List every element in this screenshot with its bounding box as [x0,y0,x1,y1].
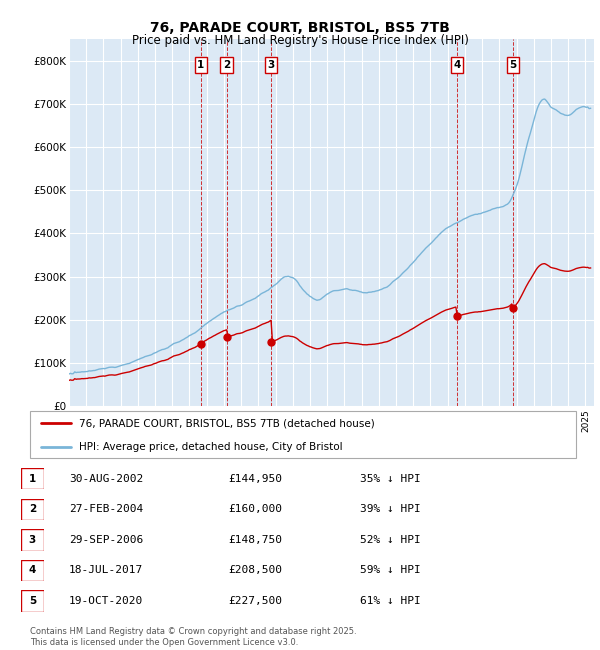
Point [222,332,232,343]
Text: 3: 3 [29,535,36,545]
Text: 61% ↓ HPI: 61% ↓ HPI [360,596,421,606]
Text: £227,500: £227,500 [228,596,282,606]
Point [266,337,276,347]
Text: 52% ↓ HPI: 52% ↓ HPI [360,535,421,545]
Text: £144,950: £144,950 [228,474,282,484]
Text: 4: 4 [29,566,36,575]
Text: 27-FEB-2004: 27-FEB-2004 [69,504,143,514]
Text: 1: 1 [197,60,205,70]
Text: 30-AUG-2002: 30-AUG-2002 [69,474,143,484]
Text: £148,750: £148,750 [228,535,282,545]
Text: Contains HM Land Registry data © Crown copyright and database right 2025.
This d: Contains HM Land Registry data © Crown c… [30,627,356,647]
Text: 5: 5 [509,60,517,70]
FancyBboxPatch shape [21,468,44,489]
Text: HPI: Average price, detached house, City of Bristol: HPI: Average price, detached house, City… [79,441,343,452]
Text: Price paid vs. HM Land Registry's House Price Index (HPI): Price paid vs. HM Land Registry's House … [131,34,469,47]
FancyBboxPatch shape [21,590,44,612]
FancyBboxPatch shape [21,499,44,520]
Text: 39% ↓ HPI: 39% ↓ HPI [360,504,421,514]
Text: 3: 3 [268,60,275,70]
Point [508,303,518,313]
Text: 76, PARADE COURT, BRISTOL, BS5 7TB (detached house): 76, PARADE COURT, BRISTOL, BS5 7TB (deta… [79,418,375,428]
Text: 18-JUL-2017: 18-JUL-2017 [69,566,143,575]
Text: 4: 4 [454,60,461,70]
FancyBboxPatch shape [30,411,576,458]
Text: 2: 2 [223,60,230,70]
Text: 59% ↓ HPI: 59% ↓ HPI [360,566,421,575]
Text: 19-OCT-2020: 19-OCT-2020 [69,596,143,606]
Text: 76, PARADE COURT, BRISTOL, BS5 7TB: 76, PARADE COURT, BRISTOL, BS5 7TB [150,21,450,35]
Text: £208,500: £208,500 [228,566,282,575]
Text: 5: 5 [29,596,36,606]
Text: 2: 2 [29,504,36,514]
Point [196,339,206,349]
Text: 1: 1 [29,474,36,484]
FancyBboxPatch shape [21,560,44,581]
Text: 29-SEP-2006: 29-SEP-2006 [69,535,143,545]
Text: 35% ↓ HPI: 35% ↓ HPI [360,474,421,484]
FancyBboxPatch shape [21,529,44,551]
Point [452,311,462,321]
Text: £160,000: £160,000 [228,504,282,514]
